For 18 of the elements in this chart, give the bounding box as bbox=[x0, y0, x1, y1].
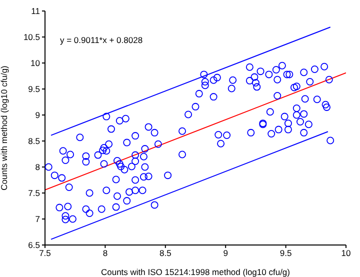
y-tick-label: 10 bbox=[30, 58, 40, 68]
y-tick-label: 7.5 bbox=[28, 188, 40, 198]
y-tick-label: 8.5 bbox=[28, 136, 40, 146]
y-tick-label: 10.5 bbox=[23, 32, 40, 42]
y-tick-label: 9 bbox=[35, 110, 40, 120]
x-tick-label: 8.5 bbox=[159, 248, 172, 258]
x-tick-label: 8 bbox=[102, 248, 108, 258]
y-tick-label: 7 bbox=[35, 214, 40, 224]
annotation: y = 0.9011*x + 0.8028 bbox=[60, 35, 143, 45]
x-tick-label: 9 bbox=[223, 248, 228, 258]
x-axis-title: Counts with ISO 15214:1998 method (log10 cfu/g) bbox=[100, 267, 290, 277]
y-tick-label: 11 bbox=[31, 6, 40, 16]
y-axis-title: Counts with method (log10 cfu/g) bbox=[0, 65, 10, 190]
y-tick-label: 8 bbox=[35, 162, 40, 172]
y-tick-label: 9.5 bbox=[28, 84, 40, 94]
y-tick-label: 6.5 bbox=[28, 240, 40, 250]
x-tick-label: 10 bbox=[341, 248, 351, 258]
x-tick-label: 9.5 bbox=[280, 248, 292, 258]
